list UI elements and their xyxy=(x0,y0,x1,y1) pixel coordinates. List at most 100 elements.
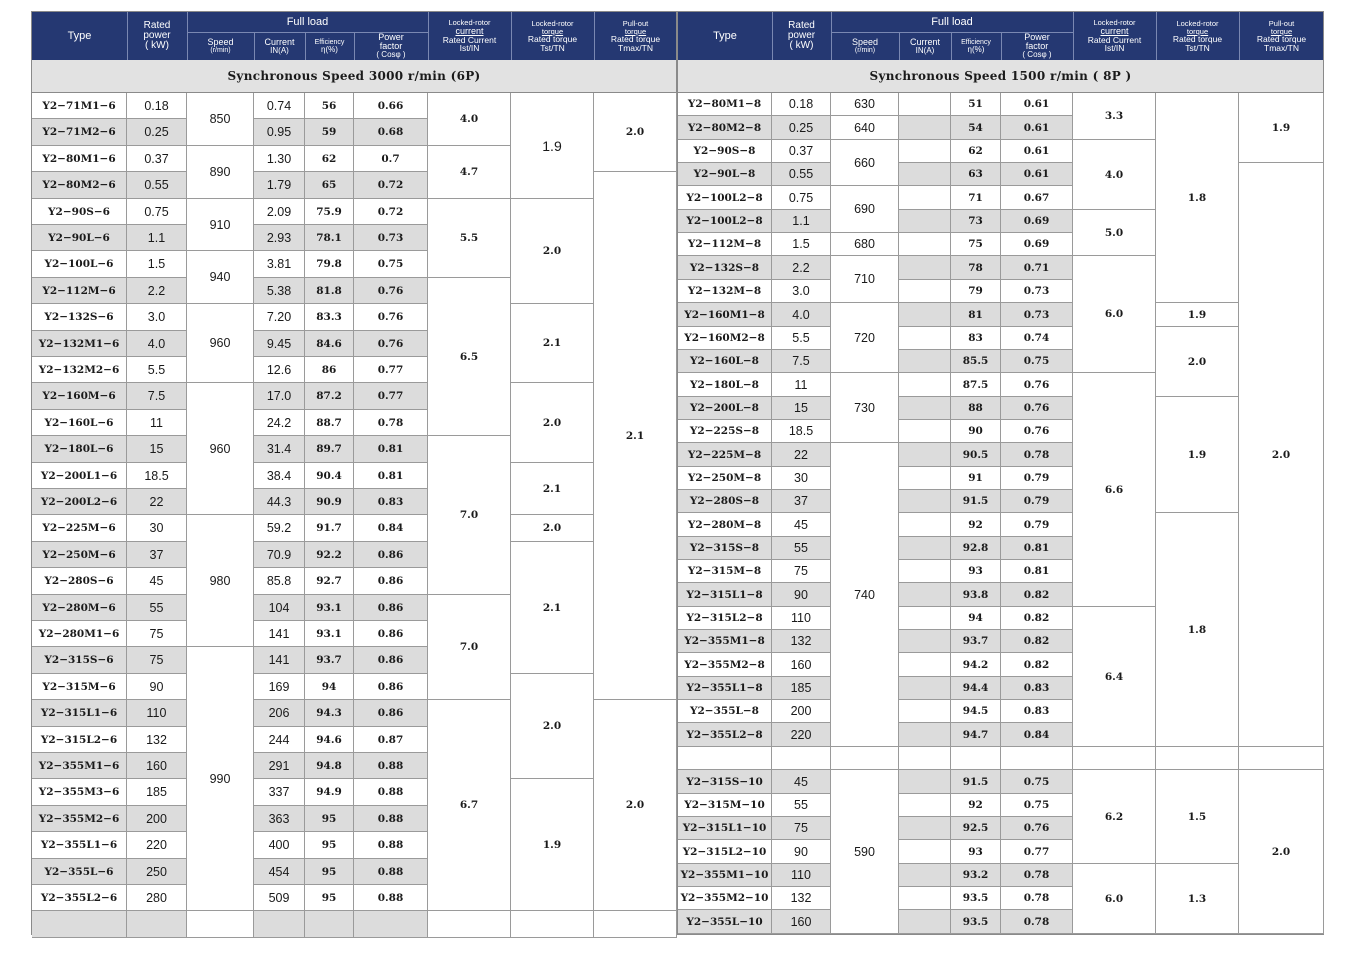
current-value: 5.38 xyxy=(254,278,305,304)
locked-rotor-torque-value xyxy=(511,911,594,938)
header-text: Power xyxy=(1024,32,1050,42)
efficiency-value: 93.8 xyxy=(951,583,1001,607)
header-divider xyxy=(1156,12,1157,60)
header-divider xyxy=(951,32,952,60)
locked-rotor-torque-value: 1.8 xyxy=(1156,93,1239,303)
header-text: Tst/TN xyxy=(1185,42,1210,53)
efficiency-value: 81 xyxy=(951,303,1001,327)
header-text: Ist/IN xyxy=(459,43,480,54)
locked-rotor-current-value: 6.0 xyxy=(1073,864,1156,934)
header-text: ( kW) xyxy=(145,40,169,51)
speed-value: 960 xyxy=(187,304,254,383)
locked-rotor-torque-value: 1.5 xyxy=(1156,770,1239,864)
header-text: Rated torque xyxy=(527,34,578,44)
table-header: Type Rated power( kW) Full load Speed (r/min)… xyxy=(678,12,1323,60)
model-type: Y2−355L−10 xyxy=(678,910,772,934)
model-type: Y2−355M1−6 xyxy=(32,753,127,779)
current-value: 24.2 xyxy=(254,410,305,436)
pull-out-torque-value: 1.9 xyxy=(1239,93,1324,163)
power-factor-value: 0.61 xyxy=(1001,93,1073,116)
locked-rotor-current-value: 6.6 xyxy=(1073,373,1156,607)
header-divider xyxy=(254,32,255,60)
power-factor-value: 0.88 xyxy=(354,859,428,885)
table-header: Type Rated power( kW) Full load Speed (r/min)… xyxy=(32,12,676,60)
current-value xyxy=(899,607,951,630)
model-type: Y2−280M−8 xyxy=(678,513,772,537)
model-type: Y2−355M2−6 xyxy=(32,806,127,832)
locked-rotor-torque-value xyxy=(1156,747,1239,770)
rated-power: 45 xyxy=(772,513,831,537)
current-value: 70.9 xyxy=(254,542,305,568)
power-factor-value: 0.68 xyxy=(354,119,428,146)
header-divider xyxy=(187,12,188,60)
locked-rotor-current-value: 6.0 xyxy=(1073,256,1156,373)
current-value: 9.45 xyxy=(254,331,305,357)
efficiency-value: 93.7 xyxy=(951,630,1001,653)
power-factor-value: 0.76 xyxy=(354,331,428,357)
rated-power: 110 xyxy=(127,700,187,727)
power-factor-value: 0.78 xyxy=(354,410,428,436)
power-factor-value: 0.88 xyxy=(354,832,428,859)
current-value: 509 xyxy=(254,885,305,911)
locked-rotor-torque-value: 1.9 xyxy=(1156,303,1239,327)
current-value: 17.0 xyxy=(254,383,305,410)
model-type: Y2−80M2−6 xyxy=(32,172,127,199)
power-factor-value: 0.86 xyxy=(354,647,428,674)
speed-value: 850 xyxy=(187,93,254,146)
header-divider xyxy=(899,32,900,60)
header-text: Current xyxy=(264,36,295,47)
model-type: Y2−355L−6 xyxy=(32,859,127,885)
rated-power: 2.2 xyxy=(772,256,831,280)
model-type xyxy=(32,911,127,938)
rated-power: 160 xyxy=(772,910,831,934)
rated-power: 18.5 xyxy=(772,420,831,443)
current-value xyxy=(899,490,951,513)
efficiency-value: 51 xyxy=(951,93,1001,116)
header-speed: Speed (r/min) xyxy=(187,32,254,60)
header-pull-out-torque: Pull-out torque Rated torque Tmax/TN xyxy=(1239,12,1324,60)
header-text: Tmax/TN xyxy=(618,42,653,53)
efficiency-value: 92.7 xyxy=(305,568,354,595)
power-factor-value: 0.75 xyxy=(1001,350,1073,373)
power-factor-value: 0.69 xyxy=(1001,210,1073,233)
power-factor-value: 0.88 xyxy=(354,753,428,779)
header-pull-out-torque: Pull-out torque Rated torque Tmax/TN xyxy=(594,12,677,60)
efficiency-value: 91.5 xyxy=(951,490,1001,513)
efficiency-value: 75.9 xyxy=(305,199,354,225)
current-value xyxy=(899,140,951,163)
model-type: Y2−355L−8 xyxy=(678,700,772,723)
power-factor-value: 0.82 xyxy=(1001,630,1073,653)
current-value xyxy=(899,467,951,490)
current-value xyxy=(254,911,305,938)
current-value xyxy=(899,723,951,747)
model-type: Y2−100L2−8 xyxy=(678,186,772,210)
speed-value: 660 xyxy=(831,140,899,186)
header-locked-rotor-current: Locked-rotor current Rated Current Ist/IN xyxy=(428,12,511,60)
model-type: Y2−225M−6 xyxy=(32,515,127,542)
current-value: 7.20 xyxy=(254,304,305,331)
efficiency-value: 88 xyxy=(951,397,1001,420)
power-factor-value: 0.7 xyxy=(354,146,428,172)
speed-value: 630 xyxy=(831,93,899,116)
current-value xyxy=(899,303,951,327)
power-factor-value: 0.72 xyxy=(354,199,428,225)
efficiency-value: 93.2 xyxy=(951,864,1001,887)
current-value xyxy=(899,887,951,910)
header-type: Type xyxy=(678,12,772,60)
locked-rotor-current-value: 5.0 xyxy=(1073,210,1156,256)
current-value: 1.79 xyxy=(254,172,305,199)
speed-value: 690 xyxy=(831,186,899,233)
rated-power: 0.75 xyxy=(127,199,187,225)
header-text: power xyxy=(143,30,171,41)
synchronous-speed-band: Synchronous Speed 1500 r/min ( 8P ) xyxy=(678,60,1323,93)
header-text: factor xyxy=(379,41,403,51)
power-factor-value: 0.87 xyxy=(354,727,428,753)
locked-rotor-current-value: 4.7 xyxy=(428,146,511,199)
power-factor-value: 0.76 xyxy=(1001,817,1073,840)
rated-power: 22 xyxy=(127,489,187,515)
locked-rotor-current-value: 6.4 xyxy=(1073,607,1156,747)
current-value: 291 xyxy=(254,753,305,779)
model-type: Y2−100L−6 xyxy=(32,251,127,278)
current-value: 337 xyxy=(254,779,305,806)
header-text: current xyxy=(455,25,484,36)
